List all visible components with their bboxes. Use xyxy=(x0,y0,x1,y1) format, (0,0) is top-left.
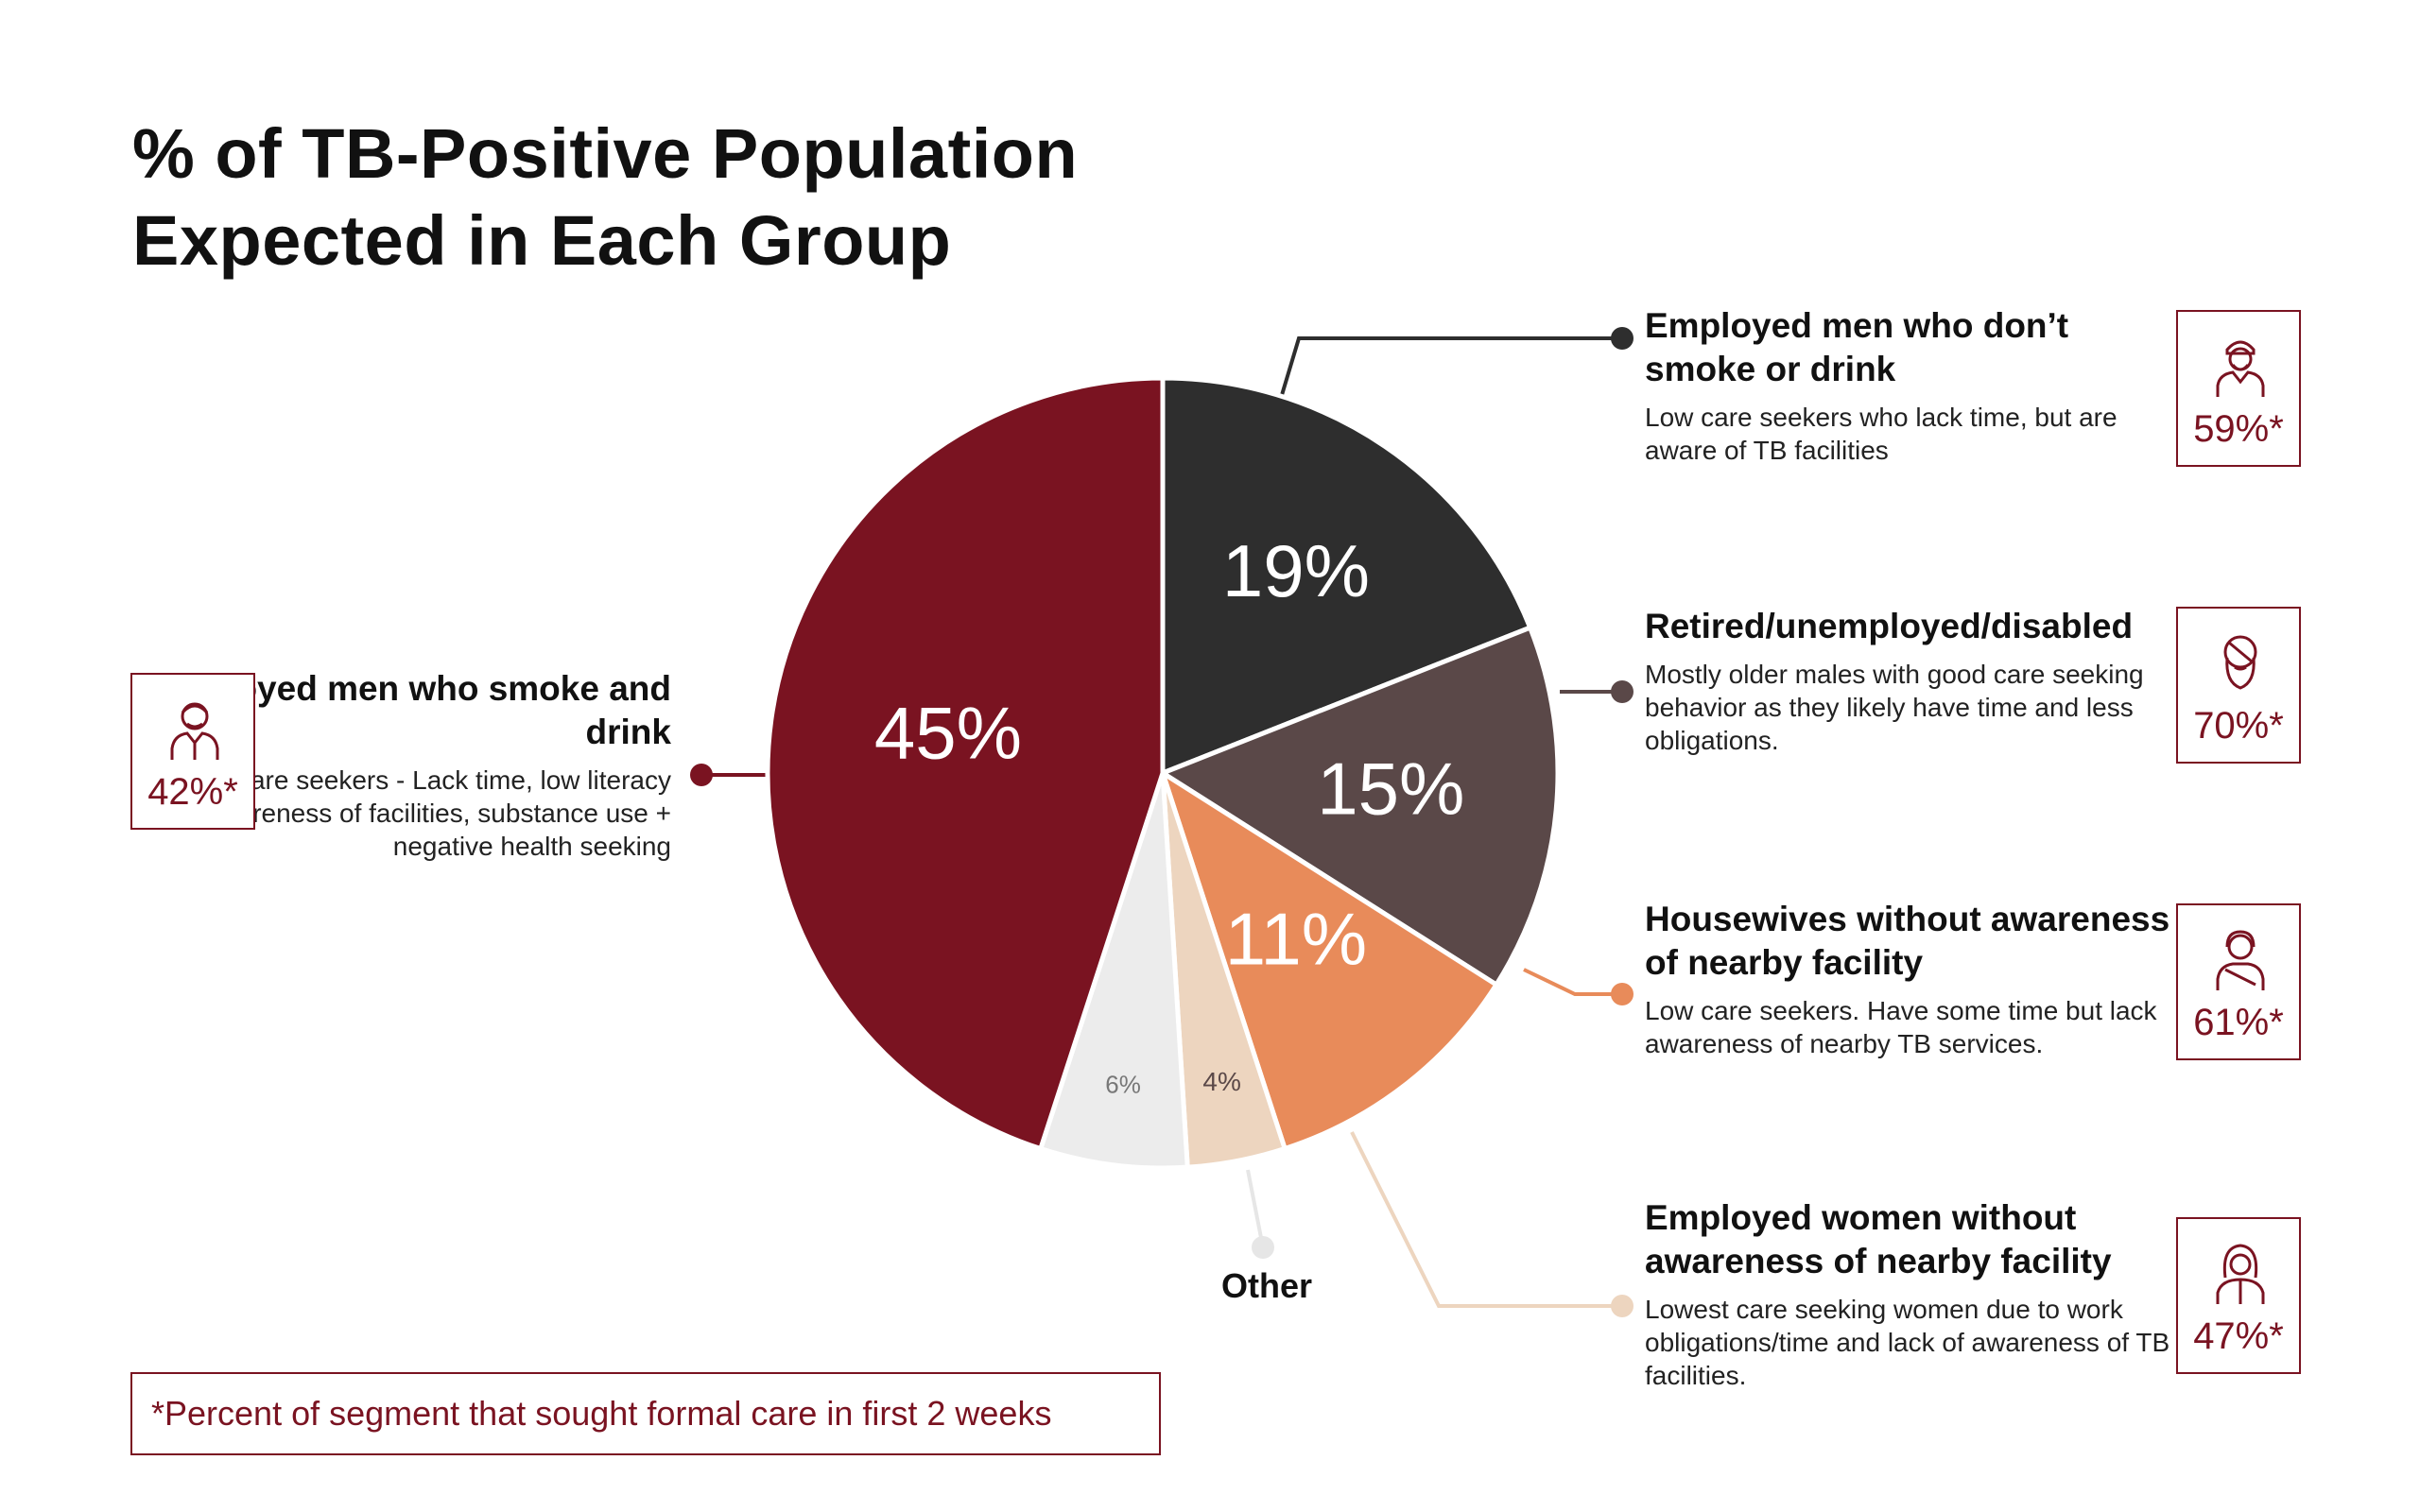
pie-slice-other xyxy=(1037,772,1190,1171)
leader-lines xyxy=(690,327,1634,1317)
care-percent: 47%* xyxy=(2193,1315,2284,1357)
segment-description: Low care seekers. Have some time but lac… xyxy=(1645,996,2157,1058)
pie-slice-housewives xyxy=(1158,767,1500,1152)
pie-slice-retired xyxy=(1157,624,1561,988)
old-man-icon xyxy=(2223,635,2257,690)
segment-label-non-smoke: Employed men who don’t smoke or drink Lo… xyxy=(1645,304,2174,467)
segment-label-housewives: Housewives without awareness of nearby f… xyxy=(1645,898,2174,1060)
care-card-employed-women: 47%* xyxy=(2176,1217,2301,1374)
leader-employed-women-dot xyxy=(1611,1295,1634,1317)
care-card-smoke-drink: 42%* xyxy=(130,673,255,830)
pie-value-label-housewives: 11% xyxy=(1225,897,1367,980)
leader-housewives-dot xyxy=(1611,983,1634,1005)
segment-heading: Employed men who don’t smoke or drink xyxy=(1645,306,2069,388)
care-percent: 61%* xyxy=(2193,1002,2284,1043)
pie-slice-non-smoke xyxy=(1160,375,1533,777)
pie-value-label-smoke-drink: 45% xyxy=(874,692,1022,775)
footnote: *Percent of segment that sought formal c… xyxy=(130,1372,1161,1455)
leader-employed-women xyxy=(1350,1131,1622,1308)
care-card-non-smoke: 59%* xyxy=(2176,310,2301,467)
segment-heading: Employed women without awareness of near… xyxy=(1645,1198,2112,1280)
pie-value-label-retired: 15% xyxy=(1317,747,1464,830)
care-percent: 42%* xyxy=(147,771,238,813)
veiled-woman-icon xyxy=(2216,1244,2265,1304)
care-percent: 59%* xyxy=(2193,408,2284,450)
care-card-housewives: 61%* xyxy=(2176,903,2301,1060)
segment-label-employed-women: Employed women without awareness of near… xyxy=(1645,1196,2174,1392)
segment-heading: Housewives without awareness of nearby f… xyxy=(1645,900,2170,982)
leader-non-smoke xyxy=(1280,336,1622,396)
turbaned-man-icon xyxy=(2216,340,2265,397)
other-label: Other xyxy=(1220,1266,1312,1305)
pie-slice-smoke-drink xyxy=(765,375,1166,1152)
leader-smoke-drink-dot xyxy=(690,764,713,786)
leader-other-dot xyxy=(1252,1236,1274,1259)
segment-label-retired: Retired/unemployed/disabled Mostly older… xyxy=(1645,605,2174,757)
segment-description: Mostly older males with good care seekin… xyxy=(1645,660,2144,755)
woman-icon xyxy=(2216,930,2265,990)
pie-slices xyxy=(765,375,1561,1171)
pie-value-label-employed-women: 4% xyxy=(1202,1067,1240,1096)
chart-title-line-2: Expected in Each Group xyxy=(132,201,952,280)
pie-value-label-other: 6% xyxy=(1105,1071,1141,1099)
segment-description: Low care seekers who lack time, but are … xyxy=(1645,403,2118,465)
leader-housewives xyxy=(1523,968,1622,996)
chart-title-line-1: % of TB-Positive Population xyxy=(132,114,1079,193)
care-card-retired: 70%* xyxy=(2176,607,2301,764)
leader-retired-dot xyxy=(1611,680,1634,703)
leader-non-smoke-dot xyxy=(1611,327,1634,350)
pie-value-label-non-smoke: 19% xyxy=(1222,529,1370,612)
care-percent: 70%* xyxy=(2193,705,2284,747)
segment-heading: Retired/unemployed/disabled xyxy=(1645,607,2134,645)
pie-value-labels: 19% 15% 11% 4% 6% 45% xyxy=(874,529,1465,1098)
leader-other xyxy=(1246,1169,1265,1248)
man-icon xyxy=(170,702,219,760)
segment-description: Lowest care seeking women due to work ob… xyxy=(1645,1295,2170,1390)
